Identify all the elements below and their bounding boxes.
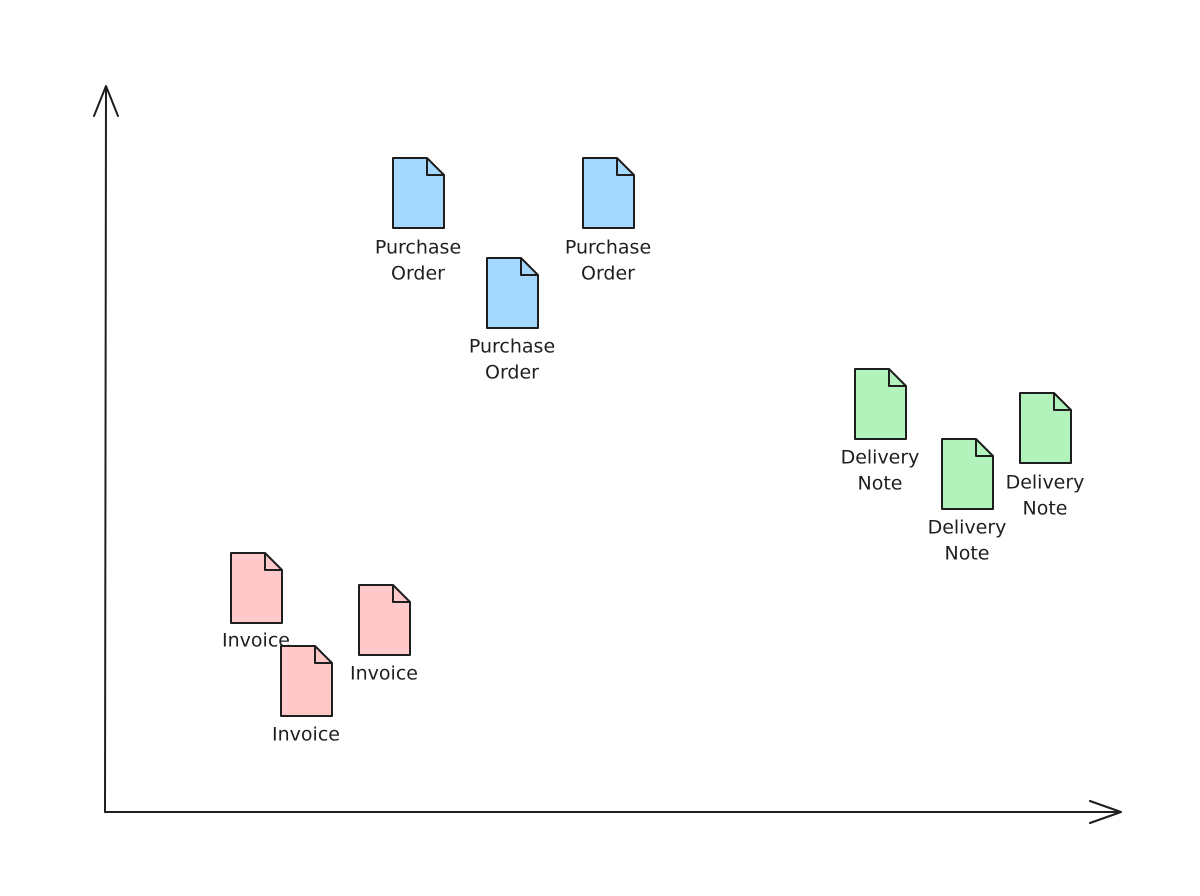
document-label: Note (1023, 498, 1068, 520)
document-fold (616, 158, 634, 176)
document-label: Delivery (841, 447, 920, 469)
document-node: Delivery Note (841, 368, 920, 495)
document-node: Purchase Order (375, 157, 461, 285)
document-label: Invoice (350, 663, 418, 685)
document-fold (888, 369, 906, 387)
document-label: Note (945, 543, 990, 565)
document-node: Invoice (222, 552, 290, 652)
document-node: Invoice (272, 645, 340, 746)
document-icon (582, 157, 635, 229)
document-label: Purchase (375, 237, 461, 259)
document-fold (314, 646, 332, 664)
document-label: Invoice (272, 724, 340, 746)
document-icon (486, 257, 539, 329)
document-icon (854, 368, 907, 440)
document-icon (941, 438, 994, 510)
document-label: Purchase (469, 336, 555, 358)
document-fold (392, 585, 410, 603)
document-fold (264, 553, 282, 571)
document-label: Order (581, 263, 635, 285)
document-label: Note (858, 473, 903, 495)
document-label: Order (485, 362, 539, 384)
document-icon (358, 584, 411, 656)
document-label: Purchase (565, 237, 651, 259)
document-label: Delivery (1006, 472, 1085, 494)
document-node: Invoice (350, 584, 418, 685)
document-node: Delivery Note (1006, 392, 1085, 520)
document-icon (280, 645, 333, 717)
document-icon (230, 552, 283, 624)
document-node: Purchase Order (469, 257, 555, 384)
document-fold (975, 439, 993, 457)
document-icon (1019, 392, 1072, 464)
documents: Purchase Order Purchase Order Purchase Order D… (222, 157, 1085, 746)
document-fold (426, 158, 444, 176)
document-label: Invoice (222, 630, 290, 652)
document-fold (1053, 393, 1071, 411)
x-axis (104, 800, 1122, 824)
document-label: Delivery (928, 517, 1007, 539)
document-icon (392, 157, 445, 229)
document-label: Order (391, 263, 445, 285)
y-axis (93, 85, 119, 813)
document-fold (520, 258, 538, 276)
document-node: Purchase Order (565, 157, 651, 285)
document-node: Delivery Note (928, 438, 1007, 565)
